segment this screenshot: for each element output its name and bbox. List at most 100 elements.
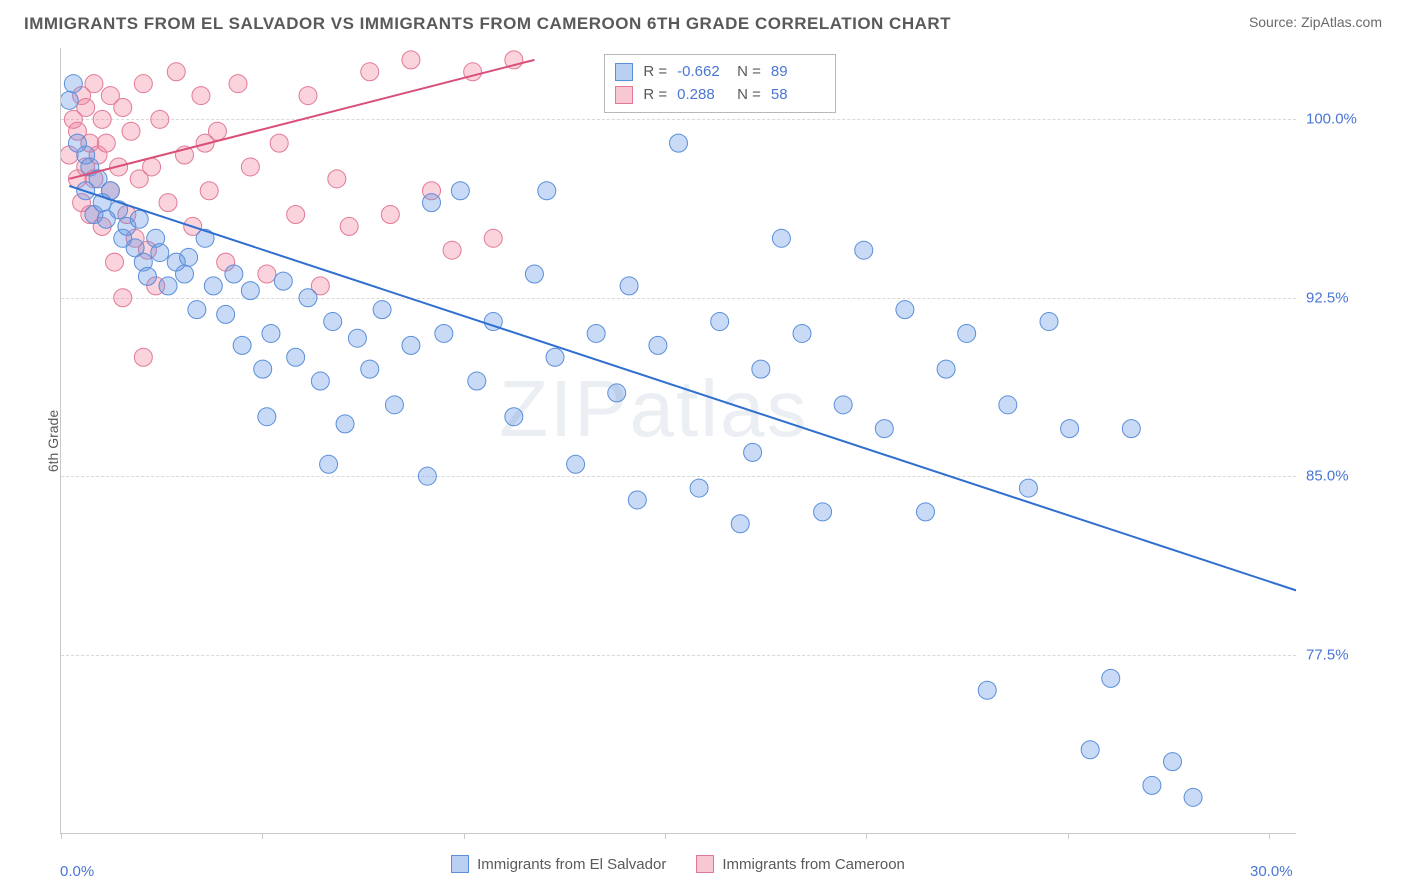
scatter-point (233, 336, 251, 354)
stats-row-series-2: R = 0.288 N = 58 (615, 84, 821, 107)
scatter-point (258, 265, 276, 283)
scatter-point (814, 503, 832, 521)
scatter-point (628, 491, 646, 509)
scatter-point (324, 313, 342, 331)
scatter-point (229, 75, 247, 93)
scatter-point (143, 158, 161, 176)
scatter-point (61, 91, 78, 109)
scatter-point (361, 63, 379, 81)
scatter-point (204, 277, 222, 295)
x-tick (1269, 833, 1270, 839)
scatter-point (114, 98, 132, 116)
scatter-point (85, 75, 103, 93)
scatter-point (328, 170, 346, 188)
stats-r-prefix-1: R = (643, 61, 667, 84)
x-tick (866, 833, 867, 839)
scatter-point (159, 194, 177, 212)
stats-legend-box: R = -0.662 N = 89 R = 0.288 N = 58 (604, 54, 836, 113)
scatter-point (1019, 479, 1037, 497)
scatter-point (320, 455, 338, 473)
scatter-point (451, 182, 469, 200)
chart-container: 6th Grade ZIPatlas R = -0.662 N = 89 R =… (46, 48, 1386, 834)
scatter-point (896, 301, 914, 319)
scatter-point (225, 265, 243, 283)
scatter-point (93, 110, 111, 128)
scatter-point (649, 336, 667, 354)
stats-swatch-1 (615, 63, 633, 81)
scatter-point (1164, 753, 1182, 771)
scatter-point (402, 51, 420, 69)
scatter-point (180, 248, 198, 266)
scatter-point (188, 301, 206, 319)
stats-n-prefix-1: N = (737, 61, 761, 84)
scatter-point (64, 75, 82, 93)
x-axis-row: Immigrants from El Salvador Immigrants f… (60, 844, 1296, 884)
stats-swatch-2 (615, 86, 633, 104)
scatter-point (287, 348, 305, 366)
x-tick (665, 833, 666, 839)
scatter-point (1184, 788, 1202, 806)
scatter-point (587, 324, 605, 342)
stats-r-value-1: -0.662 (677, 61, 727, 84)
stats-row-series-1: R = -0.662 N = 89 (615, 61, 821, 84)
scatter-point (258, 408, 276, 426)
scatter-point (241, 158, 259, 176)
scatter-point (484, 229, 502, 247)
scatter-point (402, 336, 420, 354)
x-tick (262, 833, 263, 839)
scatter-point (192, 87, 210, 105)
scatter-point (731, 515, 749, 533)
source-name: ZipAtlas.com (1301, 14, 1382, 30)
x-tick (61, 833, 62, 839)
scatter-point (167, 63, 185, 81)
scatter-point (443, 241, 461, 259)
scatter-point (340, 217, 358, 235)
scatter-point (1143, 776, 1161, 794)
stats-r-prefix-2: R = (643, 84, 667, 107)
x-axis-max-label: 30.0% (1250, 863, 1293, 880)
scatter-point (744, 443, 762, 461)
scatter-point (834, 396, 852, 414)
y-tick-label: 85.0% (1306, 468, 1376, 485)
scatter-point (336, 415, 354, 433)
scatter-point (106, 253, 124, 271)
scatter-point (1061, 420, 1079, 438)
chart-title: IMMIGRANTS FROM EL SALVADOR VS IMMIGRANT… (24, 14, 951, 34)
scatter-point (1102, 669, 1120, 687)
scatter-point (241, 282, 259, 300)
scatter-point (1122, 420, 1140, 438)
scatter-point (468, 372, 486, 390)
scatter-point (538, 182, 556, 200)
y-tick-label: 92.5% (1306, 289, 1376, 306)
plot-area: ZIPatlas R = -0.662 N = 89 R = 0.288 N =… (60, 48, 1296, 834)
scatter-point (254, 360, 272, 378)
legend-bottom: Immigrants from El Salvador Immigrants f… (60, 855, 1296, 873)
scatter-point (917, 503, 935, 521)
scatter-point (1040, 313, 1058, 331)
trend-line (69, 186, 1296, 590)
scatter-point (525, 265, 543, 283)
scatter-point (262, 324, 280, 342)
scatter-point (373, 301, 391, 319)
stats-n-prefix-2: N = (737, 84, 761, 107)
stats-r-value-2: 0.288 (677, 84, 727, 107)
scatter-point (159, 277, 177, 295)
scatter-point (690, 479, 708, 497)
scatter-point (1081, 741, 1099, 759)
scatter-point (138, 267, 156, 285)
scatter-point (670, 134, 688, 152)
plot-svg (61, 48, 1296, 833)
legend-swatch-1 (451, 855, 469, 873)
scatter-point (287, 206, 305, 224)
scatter-point (978, 681, 996, 699)
legend-item-1: Immigrants from El Salvador (451, 855, 666, 873)
scatter-point (361, 360, 379, 378)
y-tick-label: 100.0% (1306, 111, 1376, 128)
scatter-point (311, 372, 329, 390)
scatter-point (505, 408, 523, 426)
scatter-point (114, 289, 132, 307)
scatter-point (77, 98, 95, 116)
x-axis-min-label: 0.0% (60, 863, 94, 880)
scatter-point (151, 110, 169, 128)
scatter-point (999, 396, 1017, 414)
